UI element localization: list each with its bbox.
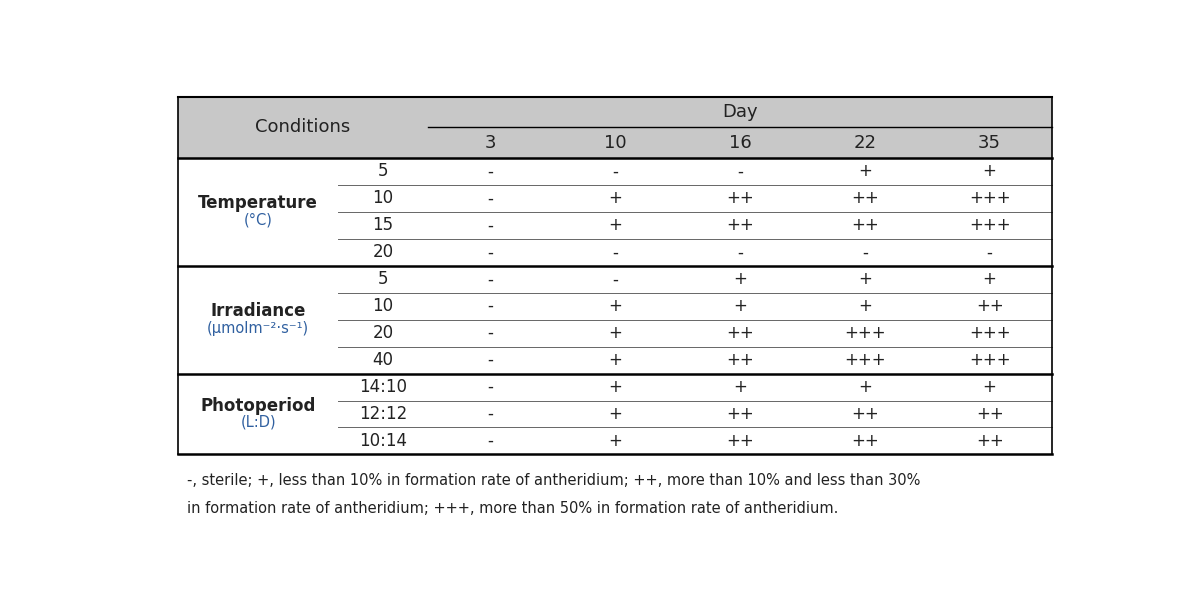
Text: -: -	[737, 163, 743, 180]
Text: (L:D): (L:D)	[240, 415, 276, 430]
Bar	[178, 97, 1052, 158]
Text: +: +	[983, 378, 996, 396]
Text: ++: ++	[726, 324, 754, 342]
Text: ++: ++	[851, 216, 878, 235]
Text: +++: +++	[844, 351, 886, 369]
Text: ++: ++	[726, 405, 754, 423]
Text: -: -	[612, 243, 618, 262]
Text: +: +	[858, 163, 871, 180]
Text: ++: ++	[976, 297, 1003, 315]
Text: 20: 20	[372, 324, 394, 342]
Text: -: -	[737, 243, 743, 262]
Text: +: +	[733, 378, 746, 396]
Text: (μmolm⁻²·s⁻¹): (μmolm⁻²·s⁻¹)	[208, 321, 310, 335]
Text: +: +	[608, 324, 622, 342]
Text: +: +	[608, 216, 622, 235]
Text: 15: 15	[372, 216, 394, 235]
Text: +: +	[733, 297, 746, 315]
Text: Temperature: Temperature	[198, 194, 318, 213]
Text: -: -	[612, 163, 618, 180]
Text: 5: 5	[378, 163, 389, 180]
Text: Irradiance: Irradiance	[210, 302, 306, 320]
Text: 5: 5	[378, 270, 389, 288]
Text: 10: 10	[372, 189, 394, 207]
Text: 3: 3	[485, 134, 496, 152]
Text: 10: 10	[372, 297, 394, 315]
Text: Day: Day	[722, 103, 757, 121]
Text: +++: +++	[968, 189, 1010, 207]
Text: Conditions: Conditions	[256, 119, 350, 136]
Text: Photoperiod: Photoperiod	[200, 397, 316, 414]
Text: (°C): (°C)	[244, 213, 272, 228]
Text: ++: ++	[976, 432, 1003, 450]
Text: ++: ++	[726, 189, 754, 207]
Text: +++: +++	[968, 324, 1010, 342]
Text: -: -	[487, 163, 493, 180]
Text: 40: 40	[372, 351, 394, 369]
Text: +: +	[733, 270, 746, 288]
Text: -: -	[986, 243, 992, 262]
Text: 22: 22	[853, 134, 876, 152]
Text: +: +	[608, 189, 622, 207]
Text: -: -	[487, 351, 493, 369]
Text: -: -	[612, 270, 618, 288]
Text: ++: ++	[726, 432, 754, 450]
Text: ++: ++	[976, 405, 1003, 423]
Text: +: +	[608, 297, 622, 315]
Text: ++: ++	[726, 216, 754, 235]
Text: +: +	[983, 270, 996, 288]
Text: -, sterile; +, less than 10% in formation rate of antheridium; ++, more than 10%: -, sterile; +, less than 10% in formatio…	[187, 473, 920, 488]
Text: 16: 16	[728, 134, 751, 152]
Text: +: +	[608, 351, 622, 369]
Text: ++: ++	[851, 432, 878, 450]
Text: 12:12: 12:12	[359, 405, 407, 423]
Text: 14:10: 14:10	[359, 378, 407, 396]
Text: -: -	[487, 378, 493, 396]
Text: -: -	[487, 243, 493, 262]
Text: 35: 35	[978, 134, 1001, 152]
Text: -: -	[487, 189, 493, 207]
Text: +: +	[983, 163, 996, 180]
Text: -: -	[487, 432, 493, 450]
Text: -: -	[487, 270, 493, 288]
Text: -: -	[487, 324, 493, 342]
Text: -: -	[487, 297, 493, 315]
Text: ++: ++	[851, 405, 878, 423]
Text: -: -	[487, 405, 493, 423]
Text: +++: +++	[968, 351, 1010, 369]
Text: +++: +++	[844, 324, 886, 342]
Text: -: -	[487, 216, 493, 235]
Text: in formation rate of antheridium; +++, more than 50% in formation rate of anther: in formation rate of antheridium; +++, m…	[187, 502, 839, 516]
Text: ++: ++	[726, 351, 754, 369]
Text: -: -	[862, 243, 868, 262]
Text: 20: 20	[372, 243, 394, 262]
Text: +++: +++	[968, 216, 1010, 235]
Text: +: +	[608, 405, 622, 423]
Text: +: +	[858, 378, 871, 396]
Text: +: +	[858, 270, 871, 288]
Text: +: +	[608, 378, 622, 396]
Text: +: +	[858, 297, 871, 315]
Text: ++: ++	[851, 189, 878, 207]
Text: 10:14: 10:14	[359, 432, 407, 450]
Text: 10: 10	[604, 134, 626, 152]
Text: +: +	[608, 432, 622, 450]
